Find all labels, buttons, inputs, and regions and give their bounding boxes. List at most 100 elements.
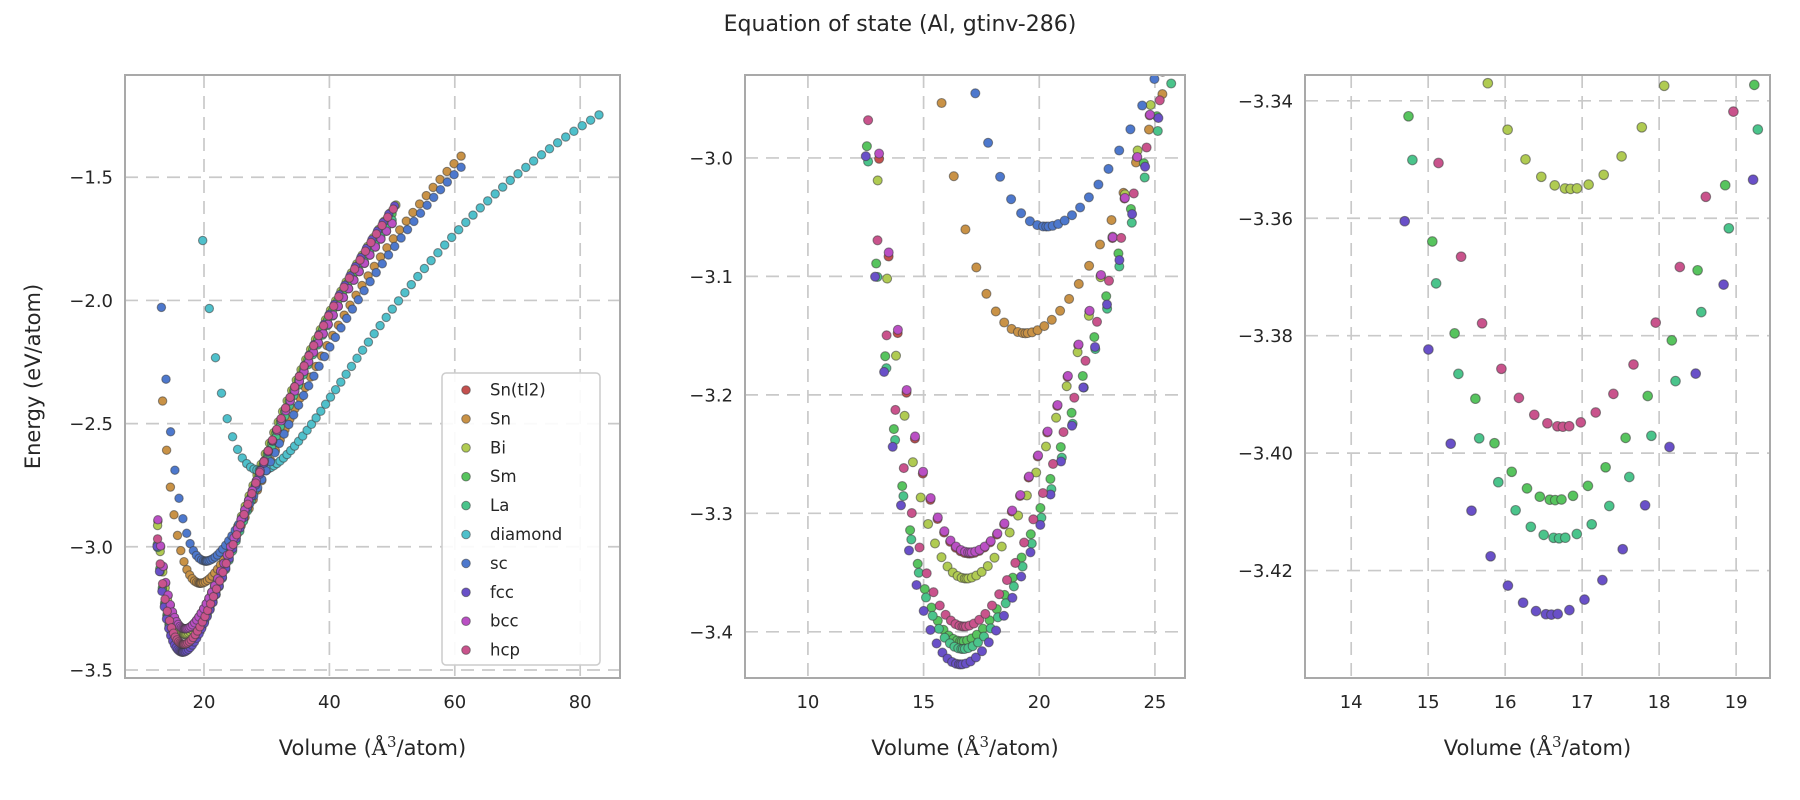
point-hcp — [349, 264, 360, 274]
point-Sm — [1470, 393, 1481, 405]
point-La — [1603, 500, 1615, 512]
point-Sn — [971, 262, 982, 273]
point-Bi — [989, 552, 1000, 563]
point-Sn — [456, 151, 466, 161]
x-tick-label: 25 — [1143, 692, 1166, 713]
point-sc — [325, 342, 335, 352]
point-Sm — [1066, 407, 1077, 418]
point-Bi — [1658, 80, 1670, 92]
point-Sm — [1489, 437, 1500, 449]
point-Bi — [1636, 121, 1648, 133]
point-fcc — [1579, 594, 1590, 605]
point-La — [927, 610, 938, 621]
legend-marker-Bi — [461, 443, 471, 453]
point-diamond — [560, 132, 571, 142]
point-sc — [1137, 100, 1148, 111]
point-bcc — [925, 493, 936, 504]
point-Bi — [1040, 441, 1052, 452]
legend-label-Sn: Sn — [490, 409, 511, 428]
y-tick-label: −3.38 — [1238, 326, 1293, 347]
point-hcp — [1476, 317, 1488, 329]
point-hcp — [914, 542, 925, 553]
point-fcc — [1485, 550, 1496, 562]
point-sc — [1114, 145, 1125, 156]
legend-marker-Sn(tI2) — [461, 385, 471, 395]
panel-1: 10 15 20 25 −3.0 −3.1 −3.2 −3.3 −3.4 Volume (Å3/a… — [689, 64, 1186, 760]
point-fcc — [1639, 499, 1651, 511]
point-Sm — [1600, 461, 1611, 473]
point-hcp — [235, 520, 246, 530]
point-Bi — [976, 566, 987, 577]
point-diamond — [528, 156, 539, 166]
point-sc — [1083, 192, 1094, 203]
point-hcp — [1513, 392, 1525, 404]
point-fcc — [1168, 64, 1177, 73]
point-Sm — [1166, 64, 1175, 73]
point-hcp — [1010, 557, 1021, 568]
point-hcp — [276, 413, 286, 424]
point-hcp — [934, 600, 945, 611]
point-bcc — [1042, 426, 1053, 437]
point-Bi — [1583, 179, 1594, 190]
point-diamond — [468, 210, 478, 220]
x-tick-label: 16 — [1494, 692, 1517, 713]
point-diamond — [336, 377, 346, 387]
point-hcp — [986, 600, 998, 611]
point-Sm — [912, 558, 923, 569]
point-hcp — [1103, 275, 1115, 286]
point-diamond — [446, 232, 457, 243]
point-sc — [165, 427, 176, 437]
point-fcc — [1445, 438, 1457, 450]
y-tick-label: −1.5 — [69, 168, 113, 189]
point-fcc — [931, 638, 942, 649]
point-Sm — [1521, 483, 1533, 494]
point-diamond — [381, 312, 391, 323]
x-axis-label: Volume (Å3/atom) — [279, 733, 466, 760]
point-hcp — [334, 291, 344, 302]
y-tick-label: −3.1 — [689, 267, 733, 288]
x-axis-label: Volume (Å3/atom) — [871, 733, 1058, 760]
point-hcp — [366, 237, 376, 248]
point-Bi — [936, 552, 947, 563]
legend-marker-sc — [461, 558, 471, 569]
point-Bi — [899, 410, 910, 421]
point-diamond — [325, 392, 336, 402]
point-Sm — [1748, 79, 1760, 91]
point-diamond — [341, 369, 351, 380]
point-diamond — [505, 175, 516, 186]
point-hcp — [980, 608, 991, 619]
x-tick-label: 10 — [796, 692, 819, 713]
point-La — [1510, 504, 1521, 516]
point-hcp — [228, 539, 238, 550]
point-bcc — [918, 466, 929, 477]
point-hcp — [355, 255, 365, 265]
point-La — [1492, 476, 1504, 488]
point-diamond — [222, 413, 232, 424]
point-Bi — [1482, 77, 1494, 89]
point-hcp — [221, 558, 231, 569]
point-hcp — [890, 404, 901, 415]
point-fcc — [1399, 215, 1411, 227]
legend-box — [441, 372, 601, 666]
point-fcc — [1552, 608, 1564, 620]
point-sc — [402, 224, 413, 235]
panel-2: 14 15 16 17 18 19 −3.34 −3.36 −3.38 −3.40 −3.42 Vol… — [1238, 74, 1771, 760]
point-Sm — [871, 258, 882, 269]
point-fcc — [1035, 519, 1046, 530]
point-hcp — [1628, 359, 1639, 370]
point-Sn — [1143, 124, 1155, 135]
point-bcc — [892, 324, 903, 335]
point-hcp — [263, 446, 273, 456]
point-Sm — [905, 525, 916, 536]
point-diamond — [426, 255, 436, 266]
point-Sn — [1046, 314, 1057, 325]
point-diamond — [569, 126, 579, 137]
point-La — [1752, 124, 1764, 135]
point-sc — [1066, 210, 1078, 221]
point-Sn — [981, 288, 992, 299]
point-fcc — [1564, 604, 1575, 616]
legend-label-diamond: diamond — [490, 525, 562, 544]
point-hcp — [1154, 95, 1165, 106]
point-diamond — [346, 361, 357, 372]
